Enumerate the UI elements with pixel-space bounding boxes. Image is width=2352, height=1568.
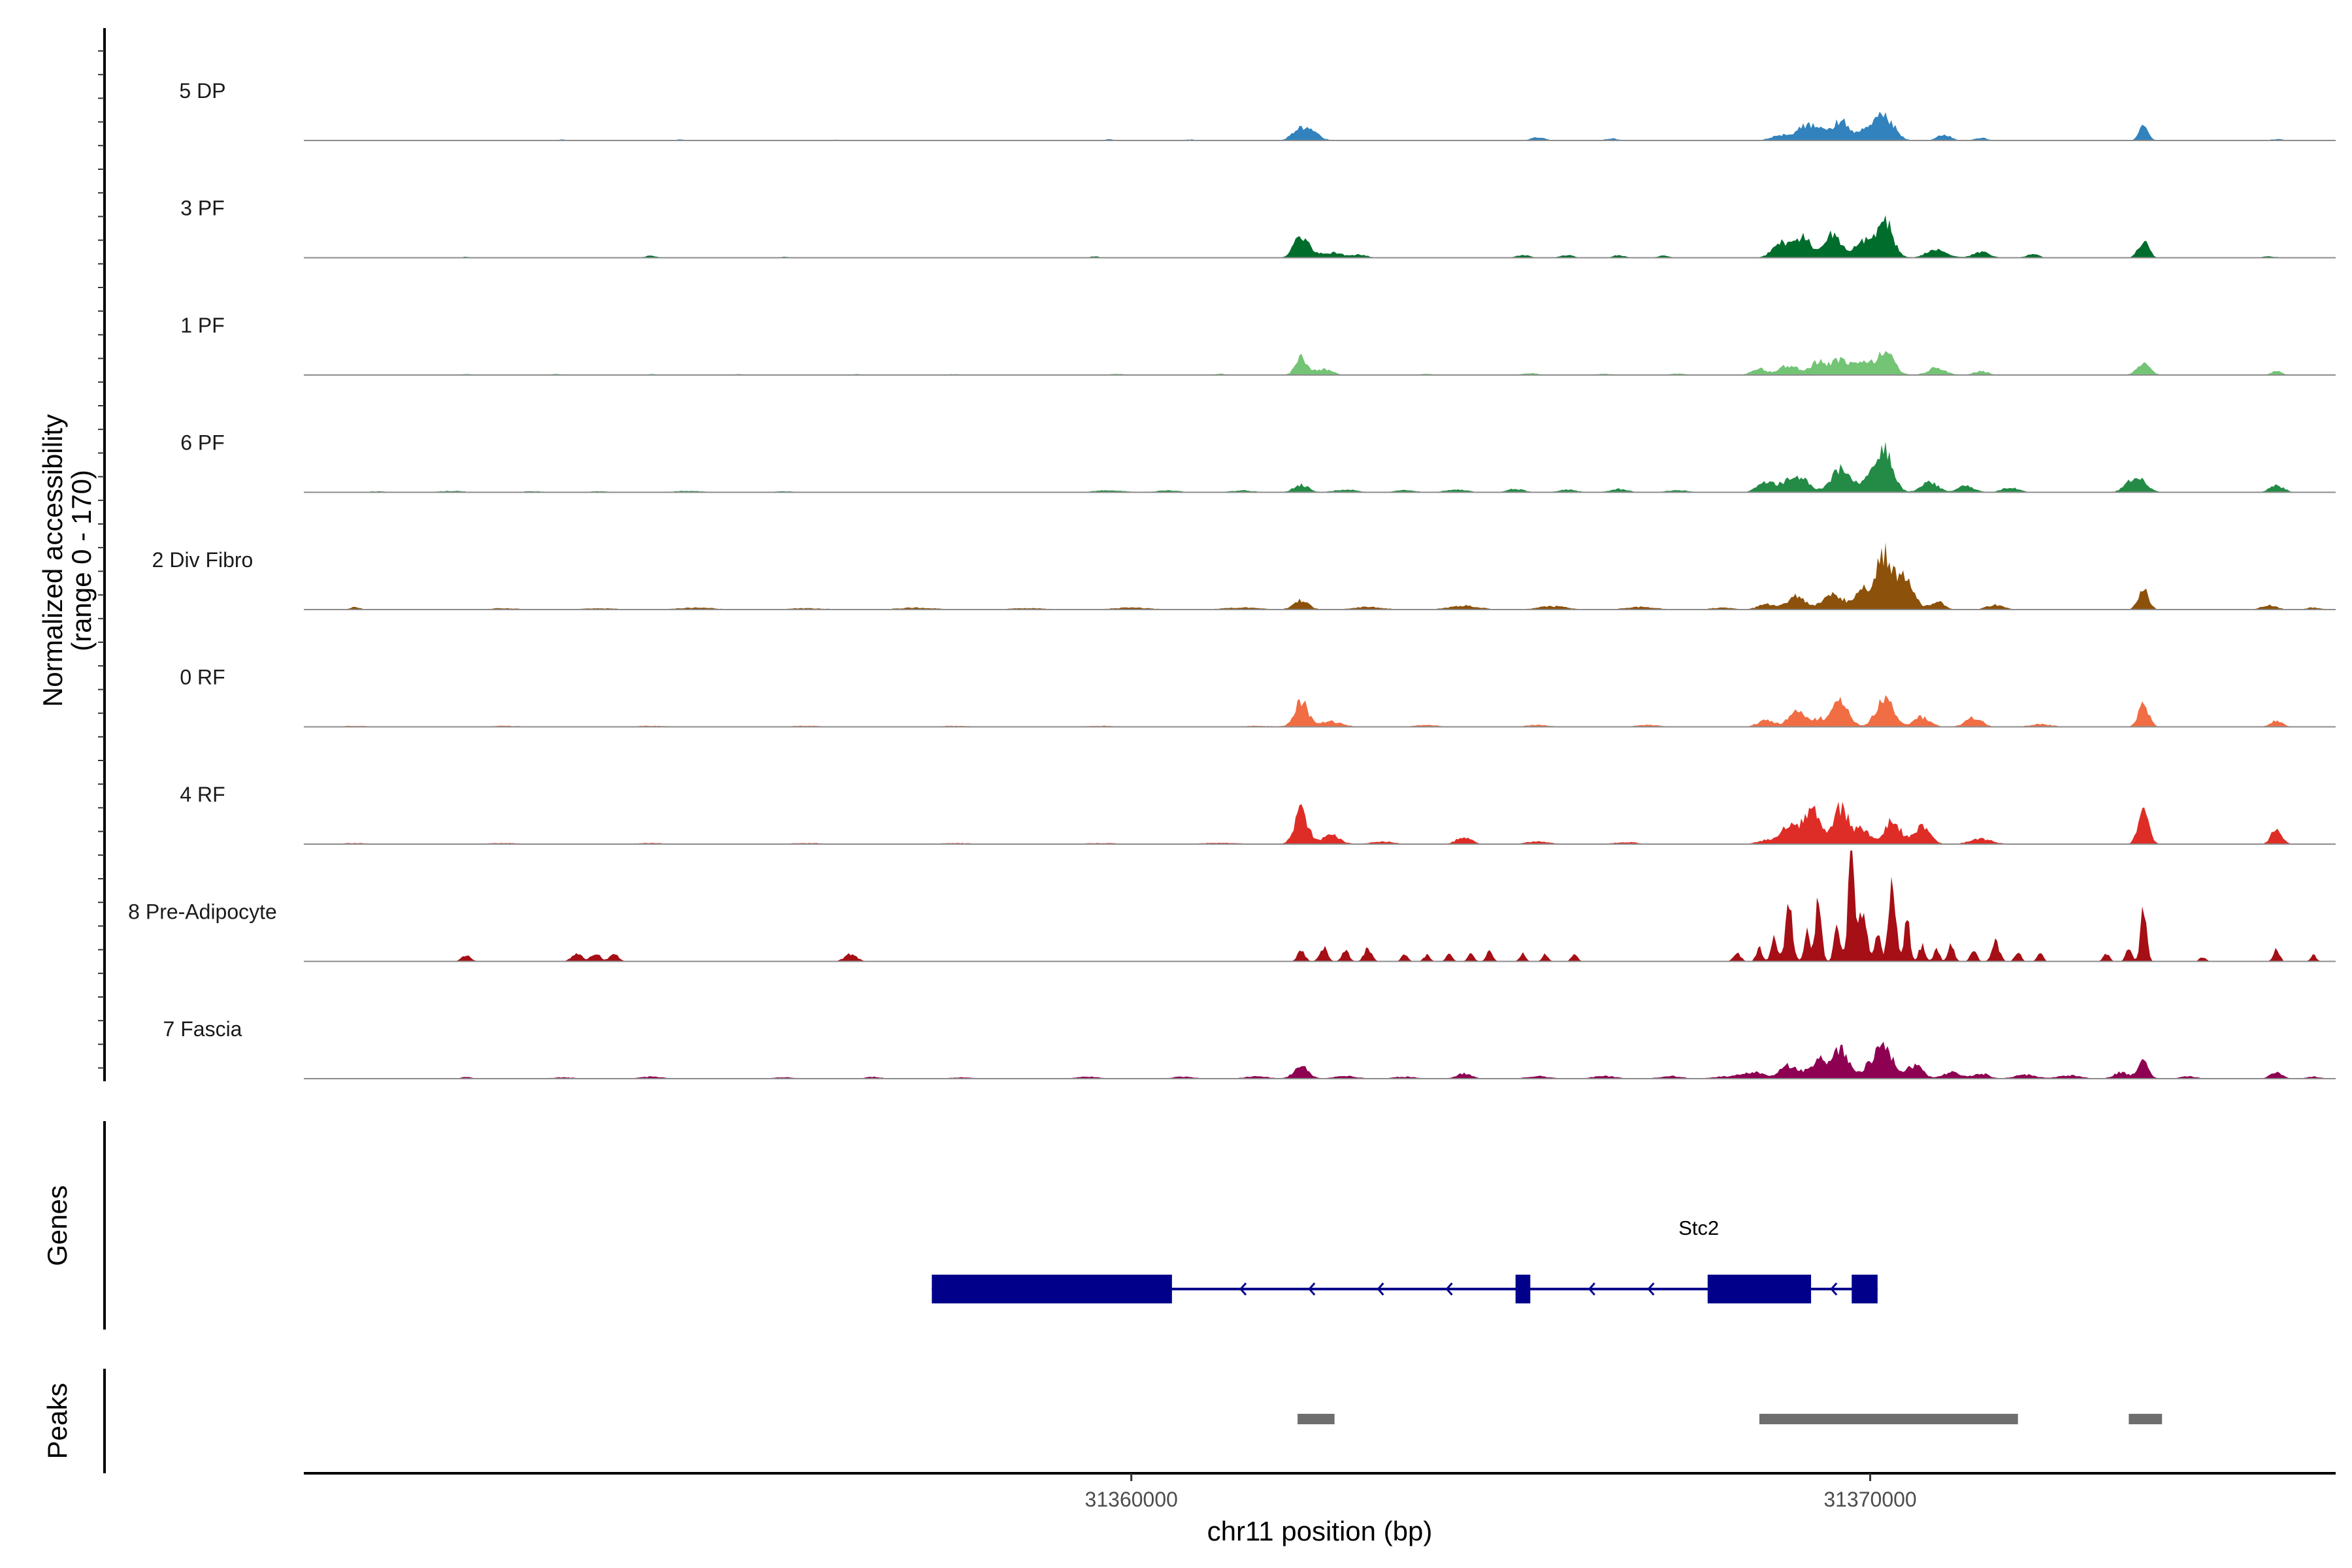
gene-exon	[932, 1275, 1172, 1303]
coverage-area	[304, 215, 2336, 258]
coverage-tracks: 5 DP 3 PF 1 PF 6 PF 2 Div Fibro 0 RF 4 RF 8 Pre…	[128, 79, 2336, 1079]
peak-region	[2129, 1414, 2163, 1424]
gene-panel: Genes Stc2	[42, 1121, 1878, 1330]
track-5-dp: 5 DP	[179, 79, 2336, 141]
strand-arrow	[1830, 1282, 1838, 1296]
gene-exon	[1852, 1275, 1878, 1303]
track-label: 7 Fascia	[163, 1017, 242, 1041]
x-tick-label: 31360000	[1085, 1488, 1177, 1511]
coverage-area	[304, 850, 2336, 962]
gene-exon	[1515, 1275, 1531, 1303]
strand-arrow	[1377, 1282, 1384, 1296]
x-tick-label: 31370000	[1823, 1488, 1916, 1511]
peak-region	[1298, 1414, 1335, 1424]
coverage-area	[304, 351, 2336, 375]
peak-panel: Peaks	[42, 1369, 2163, 1473]
coverage-area	[304, 542, 2336, 610]
gene-name-label: Stc2	[1678, 1217, 1719, 1239]
track-6-pf: 6 PF	[180, 431, 2336, 493]
coverage-area	[304, 1041, 2336, 1079]
coverage-area	[304, 695, 2336, 727]
x-axis: 31360000 31370000	[304, 1472, 2336, 1511]
strand-arrow	[1445, 1282, 1453, 1296]
track-label: 3 PF	[180, 197, 225, 220]
track-1-pf: 1 PF	[180, 314, 2336, 376]
track-label: 0 RF	[180, 666, 225, 689]
track-label: 2 Div Fibro	[152, 548, 253, 572]
y-axis-title-line: Normalized accessibility	[37, 414, 68, 707]
track-label: 8 Pre-Adipocyte	[128, 900, 277, 924]
gene-exon	[1707, 1275, 1812, 1303]
strand-arrow	[1588, 1282, 1595, 1296]
peaks-panel-label: Peaks	[42, 1383, 73, 1460]
track-7-fascia: 7 Fascia	[163, 1017, 2336, 1079]
strand-arrow	[1308, 1282, 1316, 1296]
track-label: 6 PF	[180, 431, 225, 455]
coverage-y-axis	[98, 28, 106, 1081]
coverage-area	[304, 442, 2336, 493]
y-axis-title-line: (range 0 - 170)	[66, 470, 97, 651]
strand-arrow	[1647, 1282, 1655, 1296]
track-4-rf: 4 RF	[180, 783, 2336, 845]
track-0-rf: 0 RF	[180, 666, 2336, 728]
track-label: 1 PF	[180, 314, 225, 337]
track-label: 5 DP	[179, 79, 225, 103]
track-2-div-fibro: 2 Div Fibro	[152, 542, 2336, 610]
genes-panel-label: Genes	[42, 1185, 73, 1266]
y-axis-title: Normalized accessibility(range 0 - 170)	[37, 414, 97, 707]
track-label: 4 RF	[180, 783, 225, 806]
coverage-area	[304, 802, 2336, 844]
track-8-pre-adipocyte: 8 Pre-Adipocyte	[128, 850, 2336, 962]
coverage-area	[304, 112, 2336, 140]
strand-arrow	[1239, 1282, 1247, 1296]
x-axis-title: chr11 position (bp)	[1207, 1516, 1433, 1546]
peak-region	[1759, 1414, 2018, 1424]
track-3-pf: 3 PF	[180, 197, 2336, 259]
